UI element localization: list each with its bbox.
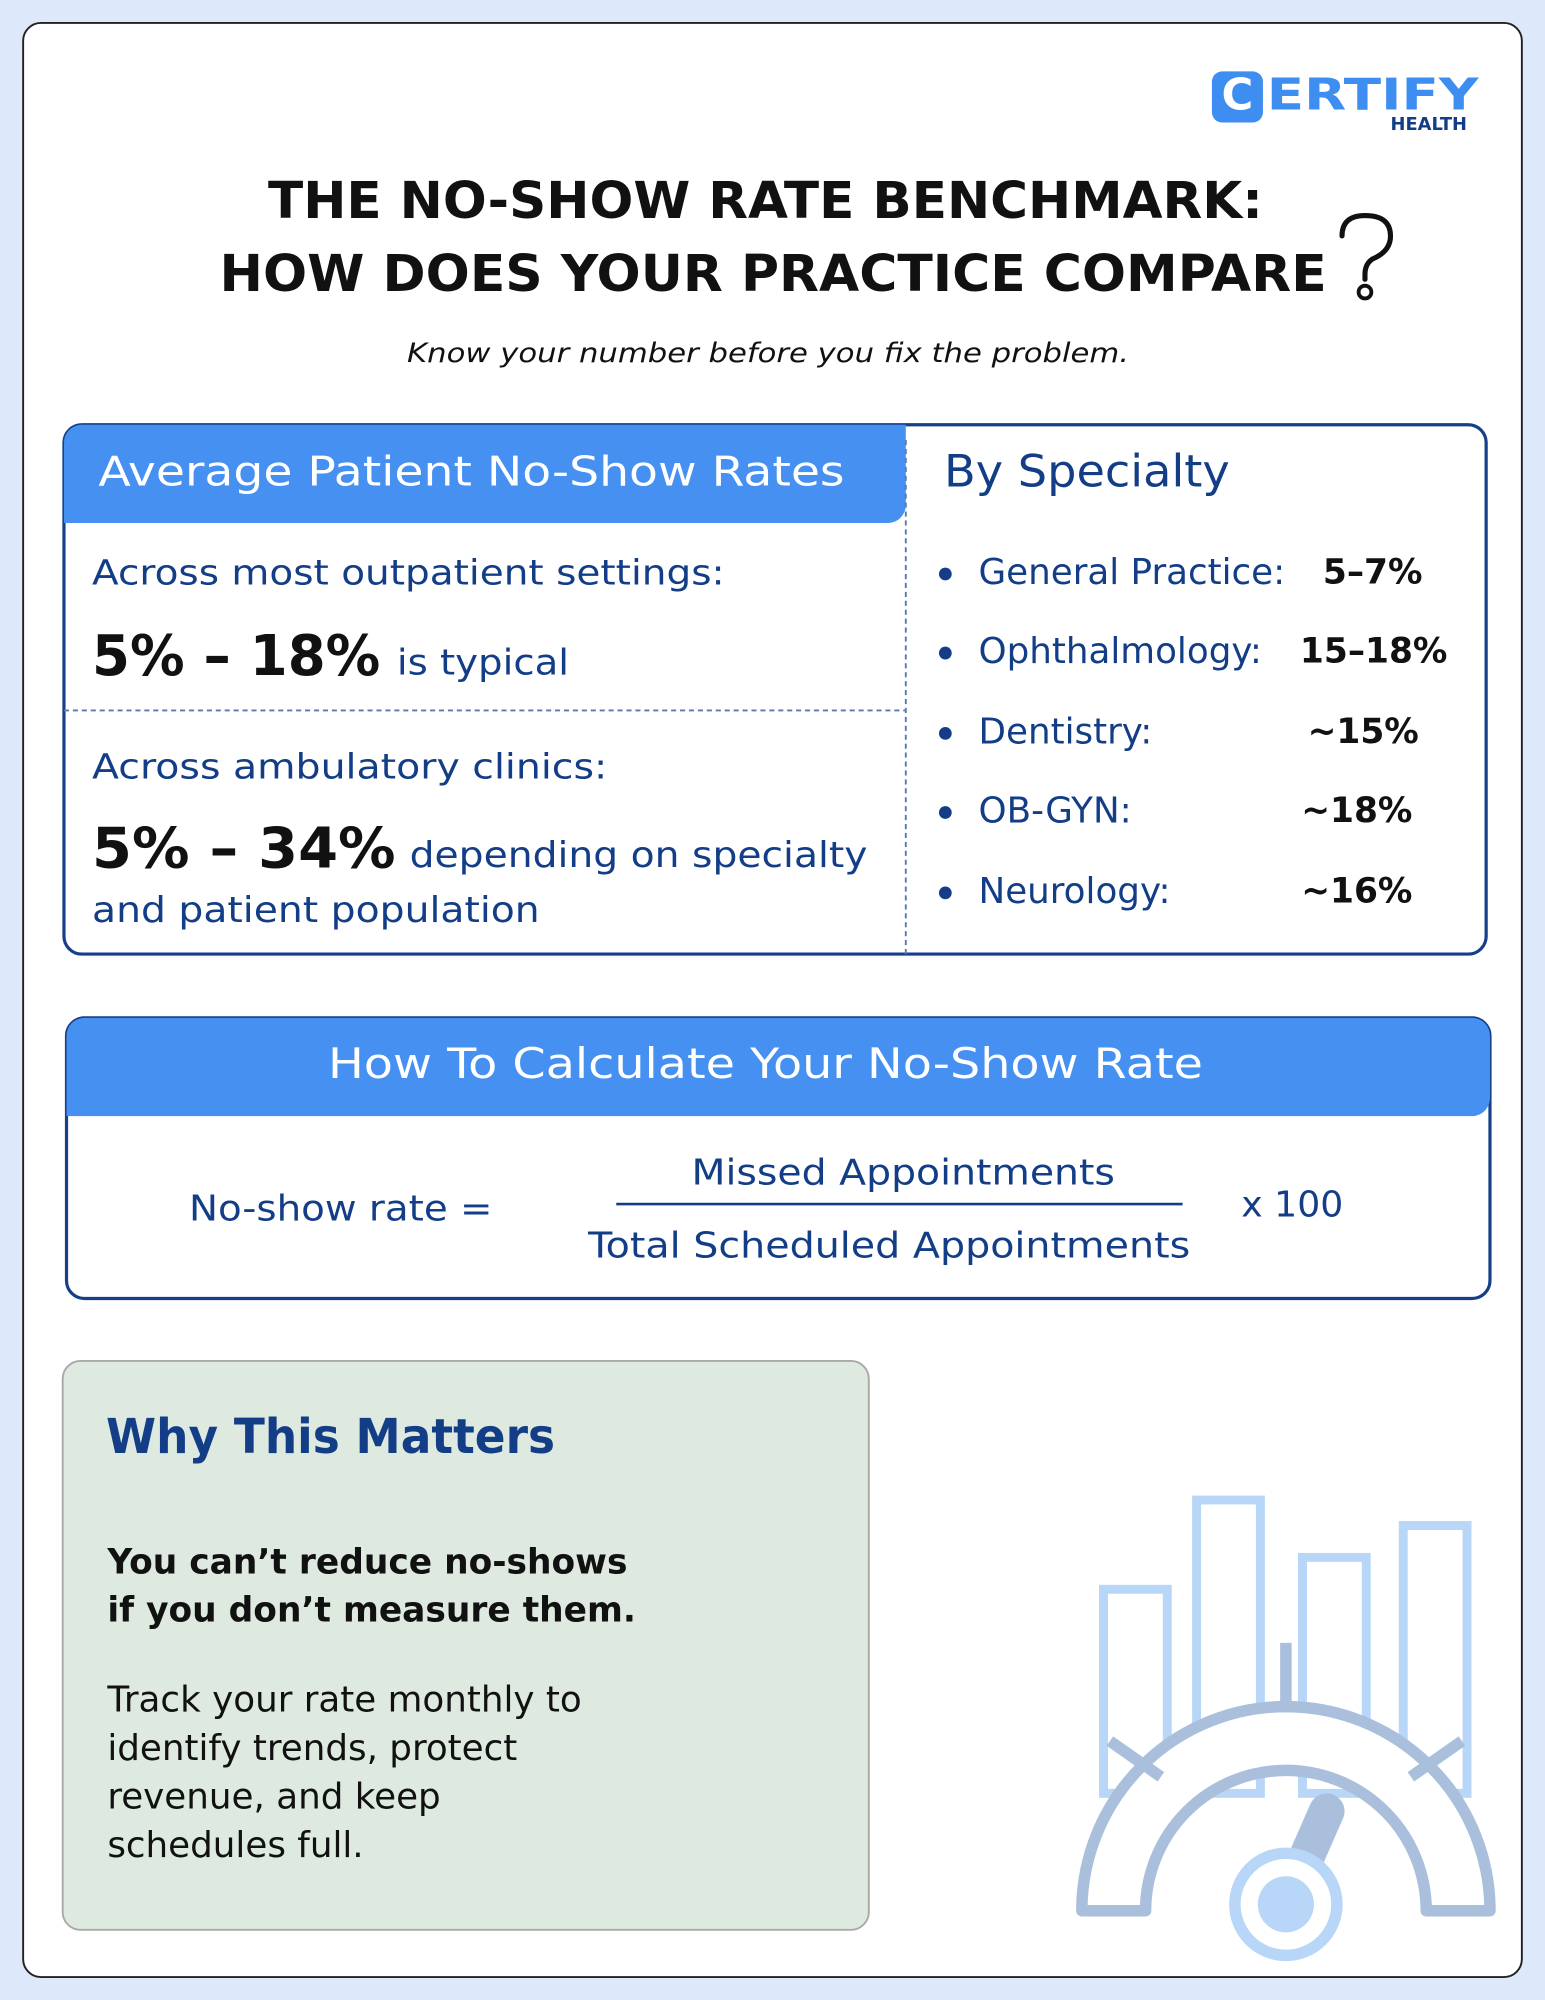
- specialty-rate: ~16%: [1301, 871, 1412, 911]
- group-range: 5% – 18%: [92, 624, 380, 689]
- why-box: [61, 1360, 870, 1931]
- specialty-rate: 15–18%: [1300, 632, 1448, 672]
- why-heading: Why This Matters: [106, 1409, 555, 1465]
- specialty-rate: ~15%: [1308, 712, 1419, 752]
- title-line: THE NO-SHOW RATE BENCHMARK:: [268, 172, 1263, 231]
- specialty-name: Ophthalmology:: [978, 631, 1261, 672]
- group-range: 5% – 34%: [92, 817, 396, 882]
- title-line: HOW DOES YOUR PRACTICE COMPARE: [220, 245, 1327, 304]
- formula-numerator: Missed Appointments: [692, 1153, 1115, 1194]
- formula-denominator: Total Scheduled Appointments: [587, 1225, 1190, 1266]
- calc-heading-bg: [66, 1017, 1490, 1117]
- why-body: Track your rate monthly to: [106, 1680, 581, 1721]
- why-body: schedules full.: [107, 1825, 363, 1866]
- why-body: identify trends, protect: [107, 1728, 517, 1769]
- question-icon: [1339, 213, 1394, 282]
- group-label: Across ambulatory clinics:: [92, 748, 607, 788]
- why-body: revenue, and keep: [107, 1776, 440, 1817]
- specialty-rate: ~18%: [1301, 791, 1412, 831]
- specialty-heading: By Specialty: [944, 445, 1230, 497]
- rates-heading-bg: [63, 424, 906, 523]
- rates-heading: Average Patient No-Show Rates: [98, 447, 844, 495]
- logo-mark-bg: [1211, 71, 1263, 123]
- specialty-name: Neurology:: [978, 871, 1170, 912]
- specialty-name: General Practice:: [978, 552, 1285, 593]
- logo-mark: C: [1222, 71, 1254, 121]
- why-emphasis: if you don’t measure them.: [107, 1591, 636, 1631]
- logo-sub: HEALTH: [1391, 114, 1467, 135]
- bullet: [938, 886, 952, 900]
- bullet: [938, 646, 952, 660]
- specialty-name: Dentistry:: [978, 711, 1152, 752]
- specialty-name: OB-GYN:: [978, 791, 1131, 832]
- subtitle: Know your number before you fix the prob…: [407, 338, 1129, 369]
- specialty-list: General Practice: 5–7% Ophthalmology: 15–18…: [938, 552, 1448, 912]
- group-note: and patient population: [92, 890, 540, 931]
- bullet: [938, 727, 952, 740]
- why-text: You can’t reduce no-shows if you don’t me…: [106, 1542, 636, 1866]
- bullet: [938, 567, 952, 581]
- calc-heading: How To Calculate Your No-Show Rate: [328, 1039, 1203, 1088]
- group-note: depending on specialty: [410, 835, 868, 876]
- gauge-hub-core: [1257, 1876, 1314, 1933]
- formula-lhs: No-show rate =: [189, 1188, 493, 1229]
- bullet: [938, 806, 952, 819]
- specialty-rate: 5–7%: [1323, 552, 1423, 592]
- logo-name: ERTIFY: [1267, 71, 1479, 121]
- question-dot: [1356, 283, 1374, 301]
- formula-multiplier: x 100: [1241, 1185, 1343, 1226]
- group-label: Across most outpatient settings:: [92, 554, 725, 594]
- why-emphasis: You can’t reduce no-shows: [106, 1542, 627, 1582]
- group-note: is typical: [397, 643, 569, 684]
